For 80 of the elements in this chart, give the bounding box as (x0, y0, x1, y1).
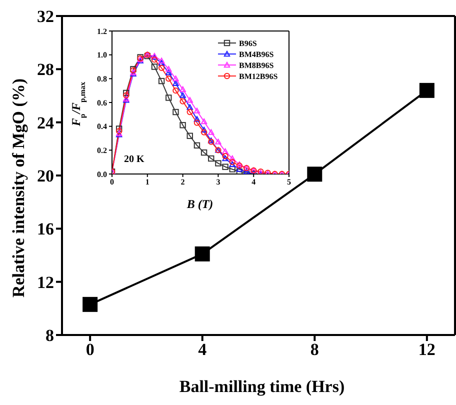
point (186, 132, 193, 139)
point (215, 160, 222, 166)
point (158, 60, 165, 66)
x-tick-label: 2 (180, 178, 185, 187)
point (194, 120, 200, 126)
point (200, 118, 208, 124)
x-tick-label: 3 (216, 178, 220, 187)
y-tick-label: 1.2 (97, 26, 107, 36)
point (172, 76, 179, 82)
x-tick-label: 1 (145, 178, 150, 187)
y-tick-label: 8 (46, 326, 54, 346)
point (229, 166, 236, 172)
point (307, 166, 322, 182)
point (180, 122, 186, 128)
point (222, 164, 228, 170)
y-axis-title: Relative intensity of MgO (%) (9, 78, 28, 298)
point (180, 92, 186, 98)
point (82, 296, 98, 312)
point (166, 66, 172, 72)
point (151, 56, 158, 63)
x-tick-label: 0 (86, 340, 94, 360)
legend-label: BM8B96S (239, 61, 274, 70)
point (151, 64, 158, 70)
y-tick-label: 28 (37, 60, 54, 80)
point (194, 108, 200, 114)
point (180, 98, 186, 104)
point (116, 126, 122, 132)
point (172, 87, 179, 94)
point (208, 129, 214, 135)
x-tick-label: 4 (198, 340, 208, 360)
annotation: 20 K (124, 154, 144, 165)
x-axis-title: Ball-milling time (Hrs) (179, 377, 345, 396)
point (166, 76, 172, 82)
point (194, 142, 200, 148)
point (158, 58, 165, 64)
point (166, 94, 172, 101)
legend-label: BM4B96S (239, 50, 274, 59)
point (208, 155, 214, 162)
point (215, 138, 222, 144)
x-tick-label: 4 (252, 178, 256, 187)
point (172, 108, 179, 116)
x-axis-title: B (T) (186, 197, 214, 211)
point (180, 86, 186, 92)
point (236, 166, 243, 172)
legend-label: B96S (239, 39, 258, 48)
point (222, 148, 228, 154)
x-tick-label: 12 (418, 340, 436, 360)
point (229, 155, 236, 162)
y-tick-label: 16 (37, 220, 54, 239)
y-tick-label: 0.6 (97, 98, 107, 108)
y-tick-label: 0.2 (97, 146, 107, 156)
y-tick-label: 1.0 (97, 50, 107, 60)
point (229, 161, 236, 168)
point (166, 70, 172, 76)
point (236, 168, 243, 174)
y-tick-label: 20 (37, 166, 54, 186)
point (158, 64, 165, 72)
point (194, 116, 200, 122)
point (123, 90, 130, 96)
y-tick-label: 12 (37, 272, 54, 292)
x-tick-label: 0 (110, 178, 114, 187)
point (186, 108, 193, 116)
y-tick-label: 0.0 (97, 170, 107, 179)
point (194, 246, 210, 262)
x-tick-label: 8 (310, 340, 319, 360)
point (172, 80, 179, 86)
point (123, 92, 130, 98)
point (186, 97, 193, 103)
y-tick-label: 0.4 (97, 122, 107, 132)
legend-label: BM12B96S (239, 72, 278, 81)
point (186, 104, 193, 110)
x-tick-label: 5 (287, 178, 291, 187)
y-tick-label: 32 (37, 7, 54, 26)
point (200, 129, 208, 136)
y-tick-label: 24 (37, 113, 54, 132)
y-tick-label: 0.8 (97, 74, 107, 84)
point (200, 126, 208, 132)
point (200, 149, 208, 156)
point (158, 78, 165, 84)
point (419, 82, 434, 98)
